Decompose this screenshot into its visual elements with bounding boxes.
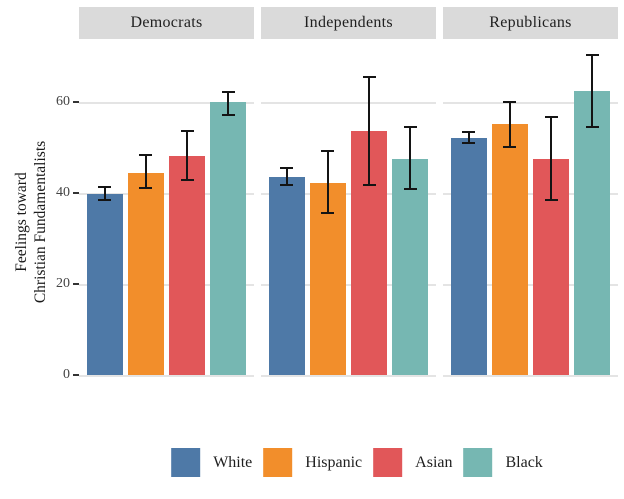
gridline-60 [261, 102, 436, 104]
error-bar-asian-independents [368, 76, 371, 185]
y-tick-mark [73, 283, 79, 285]
error-bar-cap [280, 166, 294, 169]
legend-item-white: White [171, 448, 252, 477]
error-bar-hispanic-independents [326, 151, 329, 213]
error-bar-cap [139, 186, 153, 189]
error-bar-white-republicans [467, 132, 470, 143]
y-tick-label-40: 40 [56, 185, 70, 200]
error-bar-cap [180, 178, 194, 181]
y-tick-label-20: 20 [56, 276, 70, 291]
error-bar-cap [503, 146, 517, 149]
error-bar-white-independents [285, 167, 288, 185]
legend-label-white: White [213, 453, 253, 471]
error-bar-cap [503, 101, 517, 103]
error-bar-cap [280, 183, 294, 186]
bar-black-independents [392, 158, 429, 375]
bar-black-republicans [574, 91, 611, 375]
gridline-60 [443, 102, 618, 104]
error-bar-white-democrats [103, 187, 106, 201]
error-bar-cap [585, 54, 599, 57]
error-bar-asian-republicans [550, 117, 553, 200]
gridline-0 [79, 375, 254, 377]
bar-hispanic-independents [309, 183, 346, 375]
error-bar-cap [98, 199, 112, 202]
error-bar-cap [180, 130, 194, 133]
y-tick-mark [73, 101, 79, 103]
bar-black-democrats [210, 102, 247, 375]
legend: White Hispanic Asian Black [171, 448, 543, 477]
bar-hispanic-republicans [491, 123, 528, 375]
legend-item-hispanic: Hispanic [263, 448, 362, 477]
legend-label-hispanic: Hispanic [305, 453, 363, 471]
hispanic-swatch-icon [263, 448, 293, 477]
error-bar-cap [544, 116, 558, 118]
error-bar-cap [585, 126, 599, 129]
error-bar-cap [221, 90, 235, 93]
error-bar-cap [462, 141, 476, 144]
error-bar-black-republicans [591, 55, 594, 127]
error-bar-hispanic-democrats [144, 154, 147, 188]
bar-asian-democrats [169, 156, 206, 375]
error-bar-cap [98, 186, 112, 189]
bar-white-independents [268, 177, 305, 375]
legend-item-asian: Asian [373, 448, 452, 477]
error-bar-cap [139, 153, 153, 156]
panel-republicans [443, 50, 618, 377]
bar-hispanic-democrats [127, 172, 164, 375]
bar-white-democrats [86, 193, 123, 375]
error-bar-black-democrats [227, 91, 230, 116]
bar-white-republicans [450, 137, 487, 375]
white-swatch-icon [171, 448, 201, 477]
facet-strip-independents: Independents [261, 7, 436, 39]
facet-strip-republicans: Republicans [443, 7, 618, 39]
gridline-20 [443, 284, 618, 286]
gridline-40 [443, 193, 618, 195]
gridline-40 [261, 193, 436, 195]
gridline-40 [79, 193, 254, 195]
gridline-60 [79, 102, 254, 104]
asian-swatch-icon [373, 448, 403, 477]
error-bar-cap [403, 126, 417, 129]
error-bar-cap [221, 114, 235, 117]
y-axis-title-line1: Feelings toward [13, 172, 30, 272]
facet-strip-democrats: Democrats [79, 7, 254, 39]
error-bar-hispanic-republicans [508, 102, 511, 148]
legend-label-asian: Asian [415, 453, 453, 471]
panel-independents [261, 50, 436, 377]
panel-democrats [79, 50, 254, 377]
gridline-20 [261, 284, 436, 286]
legend-item-black: Black [463, 448, 543, 477]
error-bar-cap [403, 187, 417, 190]
error-bar-black-independents [409, 127, 412, 189]
y-tick-label-60: 60 [56, 94, 70, 109]
error-bar-cap [362, 75, 376, 78]
y-tick-mark [73, 192, 79, 194]
gridline-0 [261, 375, 436, 377]
gridline-20 [79, 284, 254, 286]
y-tick-label-0: 0 [63, 367, 70, 382]
error-bar-cap [544, 198, 558, 201]
error-bar-cap [462, 131, 476, 134]
legend-label-black: Black [505, 453, 543, 471]
error-bar-cap [321, 212, 335, 215]
black-swatch-icon [463, 448, 493, 477]
y-tick-mark [73, 374, 79, 376]
error-bar-cap [321, 150, 335, 153]
error-bar-asian-democrats [186, 131, 189, 180]
gridline-0 [443, 375, 618, 377]
error-bar-cap [362, 183, 376, 186]
